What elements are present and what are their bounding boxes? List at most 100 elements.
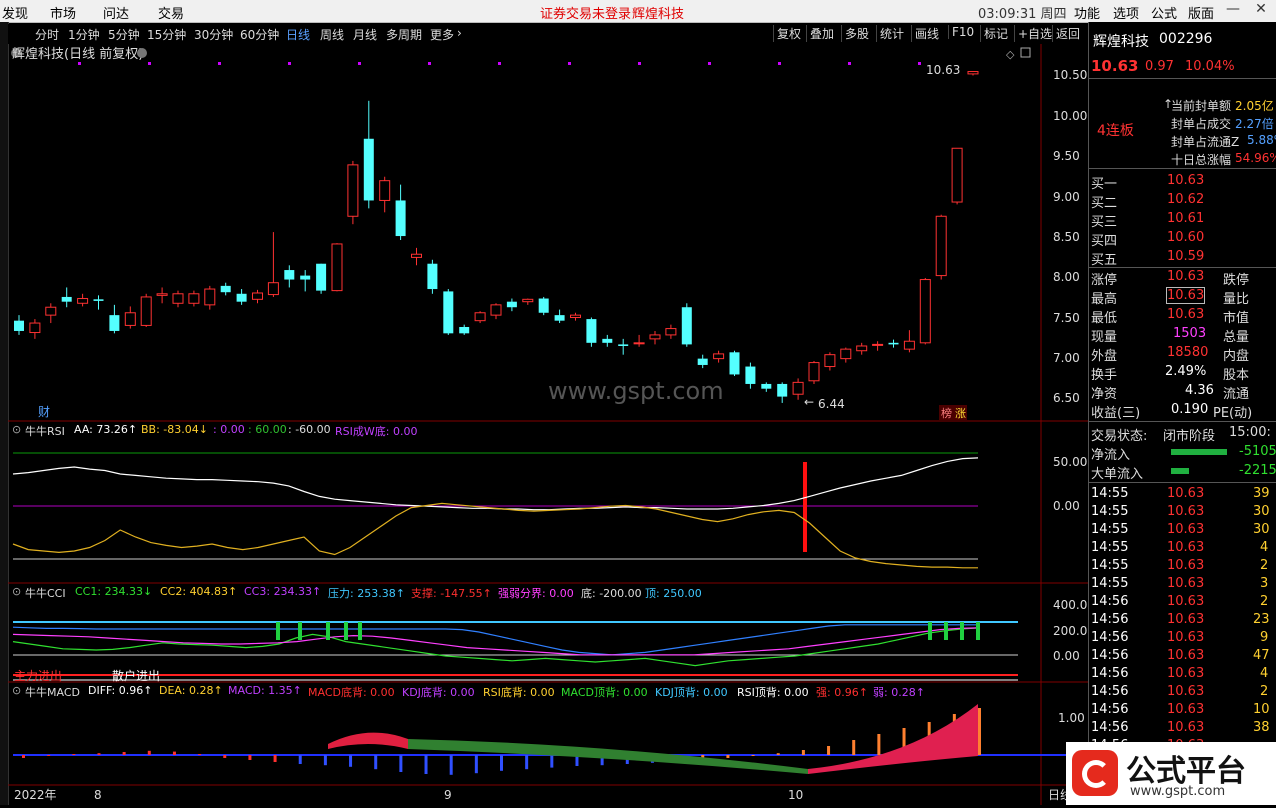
period-more[interactable]: 更多 <box>430 28 455 42</box>
tick-price: 10.63 <box>1167 630 1205 645</box>
quote-stock-code: 002296 <box>1159 31 1213 47</box>
signal-dot <box>918 62 921 65</box>
book-price[interactable]: 10.61 <box>1167 211 1205 226</box>
tool-mark[interactable]: 标记 <box>980 25 1011 42</box>
cci-collapse-icon[interactable]: ⊙ <box>12 585 22 598</box>
menu-discover[interactable]: 发现 <box>2 7 29 22</box>
book-price[interactable]: 10.59 <box>1167 249 1205 264</box>
tool-draw[interactable]: 画线 <box>911 25 942 42</box>
period-60min[interactable]: 60分钟 <box>240 28 280 42</box>
book-price[interactable]: 10.63 <box>1167 173 1205 188</box>
tool-multistock[interactable]: 多股 <box>841 25 872 42</box>
macd-strong: 强: 0.96↑ <box>816 686 868 699</box>
high-price-label: 10.63 <box>926 63 960 77</box>
period-5min[interactable]: 5分钟 <box>108 28 140 42</box>
signal-dot <box>498 62 501 65</box>
period-30min[interactable]: 30分钟 <box>194 28 234 42</box>
tool-back[interactable]: 返回 <box>1052 25 1083 42</box>
login-status[interactable]: 证券交易未登录 <box>540 7 632 22</box>
menu-wenda[interactable]: 问达 <box>103 7 130 22</box>
stat-row: 收益(三) 0.190 PE(动) <box>1089 401 1276 421</box>
candle-body <box>681 307 692 345</box>
cci-bar <box>298 622 302 640</box>
tool-fuquan[interactable]: 复权 <box>773 25 804 42</box>
top-menu-bar: 发现 市场 问达 交易 证券交易未登录 辉煌科技 03:09:31 周四 功能 … <box>0 0 1276 23</box>
tool-add-watchlist[interactable]: +自选 <box>1014 25 1055 42</box>
quote-price: 10.63 <box>1091 57 1139 75</box>
menu-layout[interactable]: 版面 <box>1188 7 1215 22</box>
menu-trade[interactable]: 交易 <box>158 7 185 22</box>
cci-bar <box>326 622 330 640</box>
period-weekly[interactable]: 周线 <box>320 28 345 42</box>
quote-price-row: 10.63 0.97 10.04% <box>1089 56 1276 75</box>
book-label: 买五 <box>1091 253 1118 268</box>
collapse-icon[interactable] <box>11 48 21 58</box>
period-1min[interactable]: 1分钟 <box>68 28 100 42</box>
price-tick: 8.50 <box>1053 230 1080 244</box>
period-fenshi[interactable]: 分时 <box>35 28 60 42</box>
macd-bar <box>902 728 906 755</box>
tool-f10[interactable]: F10 <box>948 25 977 39</box>
book-label: 买四 <box>1091 234 1118 249</box>
finance-marker[interactable]: 财 <box>38 405 50 419</box>
tool-stats[interactable]: 统计 <box>876 25 907 42</box>
period-daily[interactable]: 日线 <box>286 28 311 42</box>
macd-diff: DIFF: 0.96↑ <box>88 684 153 697</box>
indicator-line <box>12 502 978 569</box>
tick-vol: 47 <box>1253 648 1270 663</box>
close-icon[interactable]: ✕ <box>1255 1 1267 17</box>
rsi-c2: : 60.00 <box>248 423 287 436</box>
tick-vol: 2 <box>1260 594 1269 609</box>
limit-up-marker[interactable]: 涨 <box>955 407 966 420</box>
rsi-top-div: RSI顶背: 0.00 <box>737 686 809 699</box>
kdj-bottom-div: KDJ底背: 0.00 <box>402 686 475 699</box>
macd-name[interactable]: 牛牛MACD <box>25 686 80 699</box>
macd-bar <box>550 755 554 768</box>
macd-bar <box>198 754 202 755</box>
rsi-header: ⊙ 牛牛RSI AA: 73.26↑ BB: -83.04↓ : 0.00 : … <box>8 422 1038 438</box>
menu-market[interactable]: 市场 <box>50 7 77 22</box>
quote-change: 0.97 <box>1145 59 1174 74</box>
diamond-icon[interactable]: ◇ <box>1006 48 1015 61</box>
menu-options[interactable]: 选项 <box>1113 7 1140 22</box>
book-price[interactable]: 10.62 <box>1167 192 1205 207</box>
dropdown-icon[interactable] <box>137 48 147 58</box>
expand-icon[interactable] <box>1020 47 1031 58</box>
period-multi[interactable]: 多周期 <box>386 28 423 42</box>
rsi-name[interactable]: 牛牛RSI <box>25 425 65 438</box>
period-monthly[interactable]: 月线 <box>353 28 378 42</box>
candle-body <box>188 293 200 304</box>
period-15min[interactable]: 15分钟 <box>147 28 187 42</box>
macd-ribbon <box>328 732 408 749</box>
menu-formula[interactable]: 公式 <box>1151 7 1178 22</box>
rsi-tick: 50.00 <box>1053 455 1087 469</box>
tick-price: 10.63 <box>1167 486 1205 501</box>
period-toolbar: 分时 1分钟 5分钟 15分钟 30分钟 60分钟 日线 周线 月线 多周期 更… <box>8 24 1086 44</box>
stat-row: 最高 10.63 量比 <box>1089 287 1276 307</box>
tick-price: 10.63 <box>1167 504 1205 519</box>
macd-collapse-icon[interactable]: ⊙ <box>12 684 22 697</box>
stat-label: 收益(三) <box>1091 406 1141 421</box>
cci-name[interactable]: 牛牛CCI <box>25 587 66 600</box>
indicator-line <box>12 624 978 656</box>
logo-icon <box>1072 750 1118 796</box>
indicator-line <box>12 627 979 667</box>
rsi-collapse-icon[interactable]: ⊙ <box>12 423 22 436</box>
book-price[interactable]: 10.60 <box>1167 230 1205 245</box>
stat-value: 10.63 <box>1167 307 1205 322</box>
candle-body <box>522 298 534 303</box>
tick-vol: 30 <box>1253 504 1270 519</box>
rank-marker[interactable]: 榜 <box>941 406 952 420</box>
chevron-right-icon[interactable]: › <box>457 26 462 40</box>
candle-body <box>77 298 89 304</box>
tool-overlay[interactable]: 叠加 <box>806 25 837 42</box>
tick-price: 10.63 <box>1167 594 1205 609</box>
menu-function[interactable]: 功能 <box>1074 7 1101 22</box>
macd-bar <box>399 755 403 772</box>
macd-tick: 1.00 <box>1058 711 1085 725</box>
net-inflow-label: 净流入 <box>1091 448 1131 463</box>
minimize-icon[interactable]: — <box>1226 1 1240 17</box>
candle-body <box>761 383 772 389</box>
macd-bar <box>223 755 227 758</box>
tick-row: 14:55 10.63 30 <box>1089 503 1276 522</box>
